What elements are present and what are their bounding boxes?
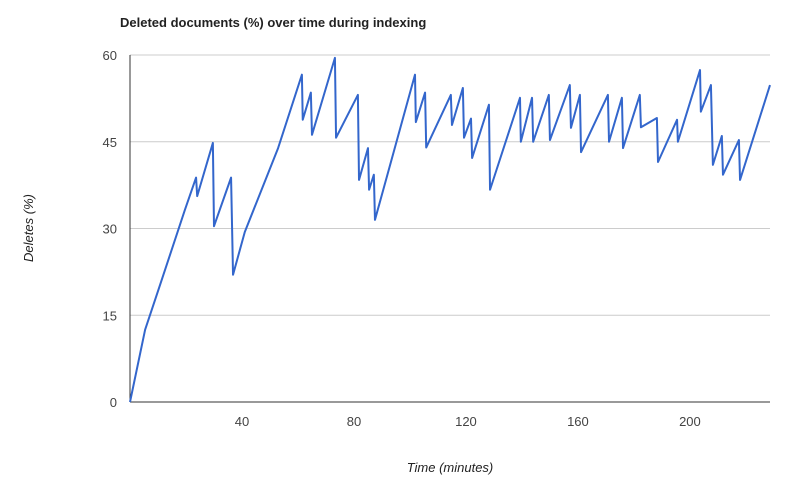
x-axis-title: Time (minutes) <box>407 460 494 475</box>
data-line <box>129 56 771 403</box>
y-tick-label: 45 <box>103 135 117 150</box>
x-tick-label: 40 <box>235 414 249 429</box>
x-tick-label: 120 <box>455 414 477 429</box>
y-axis-title: Deletes (%) <box>21 194 36 262</box>
x-tick-label: 160 <box>567 414 589 429</box>
x-tick-label: 200 <box>679 414 701 429</box>
x-tick-label: 80 <box>347 414 361 429</box>
y-tick-label: 30 <box>103 222 117 237</box>
y-tick-label: 60 <box>103 48 117 63</box>
y-tick-label: 15 <box>103 308 117 323</box>
chart-title: Deleted documents (%) over time during i… <box>120 15 426 30</box>
y-tick-label: 0 <box>110 395 117 410</box>
